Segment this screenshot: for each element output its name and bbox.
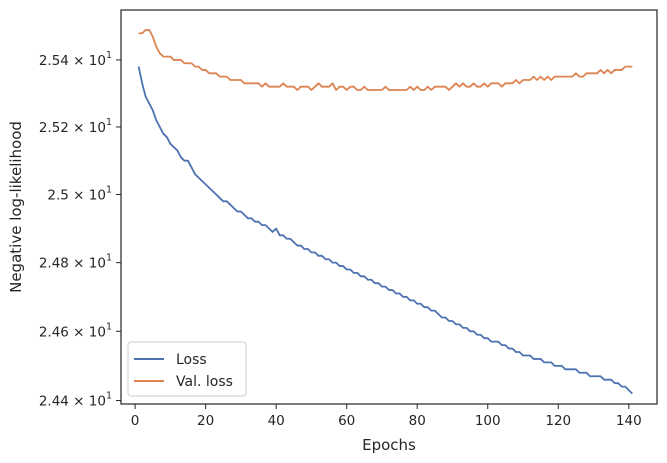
x-tick-label: 120 xyxy=(545,413,571,429)
y-tick-label: 2.46 × 101 xyxy=(39,321,112,340)
x-tick-label: 0 xyxy=(131,413,140,429)
series-line-loss xyxy=(137,66,633,395)
y-axis-ticks: 2.44 × 101 2.46 × 101 2.48 × 101 2.5 × 101 2… xyxy=(39,50,121,410)
x-tick-label: 20 xyxy=(197,413,214,429)
y-tick-label: 2.54 × 101 xyxy=(39,50,112,69)
x-axis-ticks: 0 20 40 60 80 100 120 140 xyxy=(131,404,642,429)
y-tick-label: 2.5 × 101 xyxy=(47,185,112,204)
x-tick-label: 80 xyxy=(409,413,426,429)
legend-box xyxy=(127,341,247,397)
x-tick-label: 40 xyxy=(268,413,285,429)
plot-area xyxy=(120,9,658,405)
x-tick-label: 60 xyxy=(338,413,355,429)
y-tick-label: 2.44 × 101 xyxy=(39,391,112,410)
legend: Loss Val. loss xyxy=(127,341,247,397)
y-tick-label: 2.52 × 101 xyxy=(39,117,112,136)
x-tick-label: 140 xyxy=(616,413,642,429)
series-layer xyxy=(137,29,633,395)
series-line-val-loss xyxy=(138,29,633,91)
legend-label-loss: Loss xyxy=(176,352,207,368)
y-tick-label: 2.48 × 101 xyxy=(39,253,112,272)
legend-label-val-loss: Val. loss xyxy=(176,374,233,390)
y-axis-label: Negative log-likelihood xyxy=(7,121,25,293)
x-tick-label: 100 xyxy=(475,413,501,429)
x-axis-label: Epochs xyxy=(362,436,416,454)
